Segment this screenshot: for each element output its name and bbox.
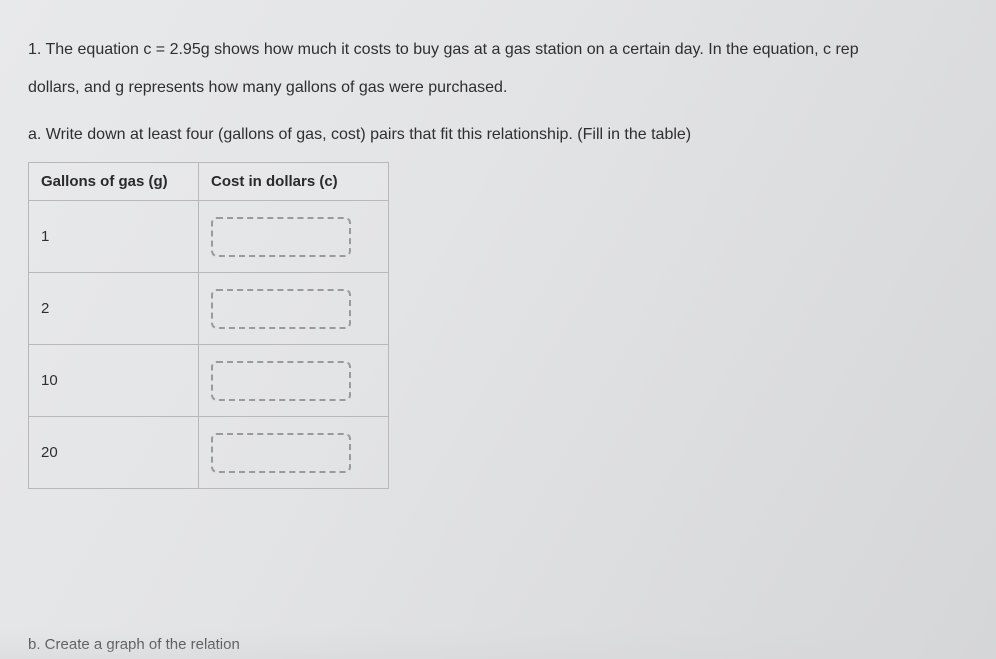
cost-input[interactable] bbox=[211, 433, 351, 473]
cost-input[interactable] bbox=[211, 217, 351, 257]
cell-cost bbox=[199, 273, 389, 345]
cell-gallons: 2 bbox=[29, 273, 199, 345]
cost-input[interactable] bbox=[211, 289, 351, 329]
table-header-cost: Cost in dollars (c) bbox=[199, 163, 389, 201]
cost-input[interactable] bbox=[211, 361, 351, 401]
question-stem-line2: dollars, and g represents how many gallo… bbox=[28, 76, 996, 100]
table-row: 2 bbox=[29, 273, 389, 345]
table-row: 20 bbox=[29, 417, 389, 489]
cell-gallons: 20 bbox=[29, 417, 199, 489]
cell-cost bbox=[199, 345, 389, 417]
table-row: 10 bbox=[29, 345, 389, 417]
cell-gallons: 10 bbox=[29, 345, 199, 417]
table-row: 1 bbox=[29, 201, 389, 273]
gas-cost-table: Gallons of gas (g) Cost in dollars (c) 1… bbox=[28, 162, 389, 489]
question-stem-line1: 1. The equation c = 2.95g shows how much… bbox=[28, 38, 996, 62]
part-b-prompt: b. Create a graph of the relation bbox=[28, 636, 240, 653]
worksheet-page: 1. The equation c = 2.95g shows how much… bbox=[0, 0, 996, 489]
cell-cost bbox=[199, 417, 389, 489]
cell-gallons: 1 bbox=[29, 201, 199, 273]
part-a-prompt: a. Write down at least four (gallons of … bbox=[28, 126, 996, 144]
cell-cost bbox=[199, 201, 389, 273]
table-header-gallons: Gallons of gas (g) bbox=[29, 163, 199, 201]
